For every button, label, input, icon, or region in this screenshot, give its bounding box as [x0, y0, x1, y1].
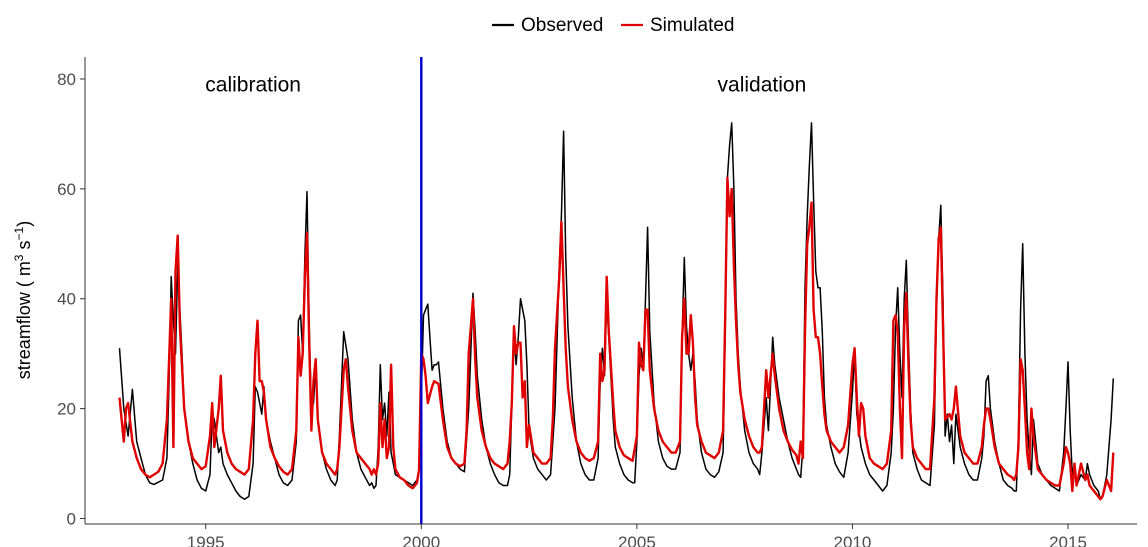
y-tick-label: 0 [67, 510, 76, 529]
y-ticks: 0 20 40 60 80 [57, 70, 85, 529]
annotation-calibration: calibration [205, 73, 301, 96]
legend-simulated-label: Simulated [650, 15, 735, 36]
y-tick-label: 20 [57, 400, 76, 419]
x-ticks: 1995 2000 2005 2010 2015 [187, 524, 1087, 547]
x-tick-label: 2010 [834, 533, 872, 547]
y-tick-label: 60 [57, 180, 76, 199]
annotation-validation: validation [718, 73, 807, 96]
legend-observed-label: Observed [521, 15, 603, 36]
x-tick-label: 2015 [1049, 533, 1087, 547]
series-line-simulated [118, 176, 1115, 501]
y-tick-label: 80 [57, 70, 76, 89]
x-tick-label: 2005 [618, 533, 656, 547]
x-tick-label: 1995 [187, 533, 225, 547]
legend: Observed Simulated [492, 15, 735, 36]
series-layer [118, 122, 1115, 501]
y-axis-label: streamflow ( m3 s−1) [12, 221, 34, 379]
x-tick-label: 2000 [402, 533, 440, 547]
y-tick-label: 40 [57, 290, 76, 309]
